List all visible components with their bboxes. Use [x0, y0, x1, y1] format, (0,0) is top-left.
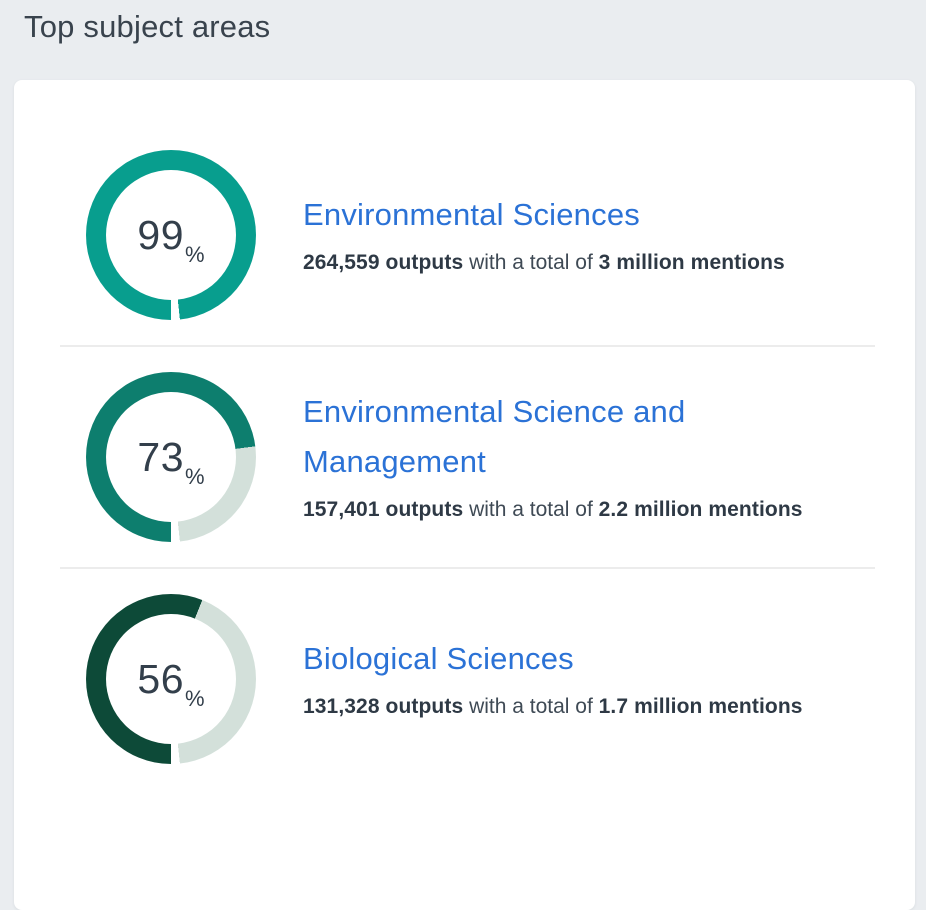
percent-symbol: %	[185, 686, 205, 711]
subject-stats: 264,559 outputs with a total of 3 millio…	[303, 245, 785, 281]
outputs-count: 131,328 outputs	[303, 694, 464, 718]
percent-symbol: %	[185, 464, 205, 489]
subject-row-biological-sciences: 56% Biological Sciences 131,328 outputs …	[60, 569, 875, 789]
donut-center: 56%	[106, 614, 236, 744]
donut-center: 73%	[106, 392, 236, 522]
percent-value: 73	[137, 433, 185, 480]
outputs-count: 157,401 outputs	[303, 497, 464, 521]
subject-info: Environmental Sciences 264,559 outputs w…	[303, 190, 785, 281]
subject-info: Biological Sciences 131,328 outputs with…	[303, 634, 803, 725]
subject-stats: 157,401 outputs with a total of 2.2 mill…	[303, 492, 835, 528]
donut-chart: 99%	[86, 150, 256, 320]
stats-connector: with a total of	[469, 497, 593, 521]
subject-link[interactable]: Environmental Science and Management	[303, 393, 686, 479]
page-header: Top subject areas	[0, 0, 926, 50]
stats-connector: with a total of	[469, 694, 593, 718]
outputs-count: 264,559 outputs	[303, 250, 464, 274]
subject-info: Environmental Science and Management 157…	[303, 387, 835, 528]
mentions-count: 1.7 million mentions	[598, 694, 803, 718]
subject-row-environmental-science-and-management: 73% Environmental Science and Management…	[60, 347, 875, 569]
donut-center: 99%	[106, 170, 236, 300]
page-title: Top subject areas	[24, 9, 271, 44]
mentions-count: 3 million mentions	[598, 250, 785, 274]
mentions-count: 2.2 million mentions	[598, 497, 803, 521]
percent-symbol: %	[185, 242, 205, 267]
subject-link[interactable]: Environmental Sciences	[303, 196, 640, 232]
subject-stats: 131,328 outputs with a total of 1.7 mill…	[303, 689, 803, 725]
subject-row-environmental-sciences: 99% Environmental Sciences 264,559 outpu…	[60, 125, 875, 347]
top-subject-areas-card: 99% Environmental Sciences 264,559 outpu…	[14, 80, 915, 910]
percent-value: 56	[137, 655, 185, 702]
stats-connector: with a total of	[469, 250, 593, 274]
percent-value: 99	[137, 211, 185, 258]
donut-chart: 73%	[86, 372, 256, 542]
subject-link[interactable]: Biological Sciences	[303, 640, 574, 676]
donut-chart: 56%	[86, 594, 256, 764]
